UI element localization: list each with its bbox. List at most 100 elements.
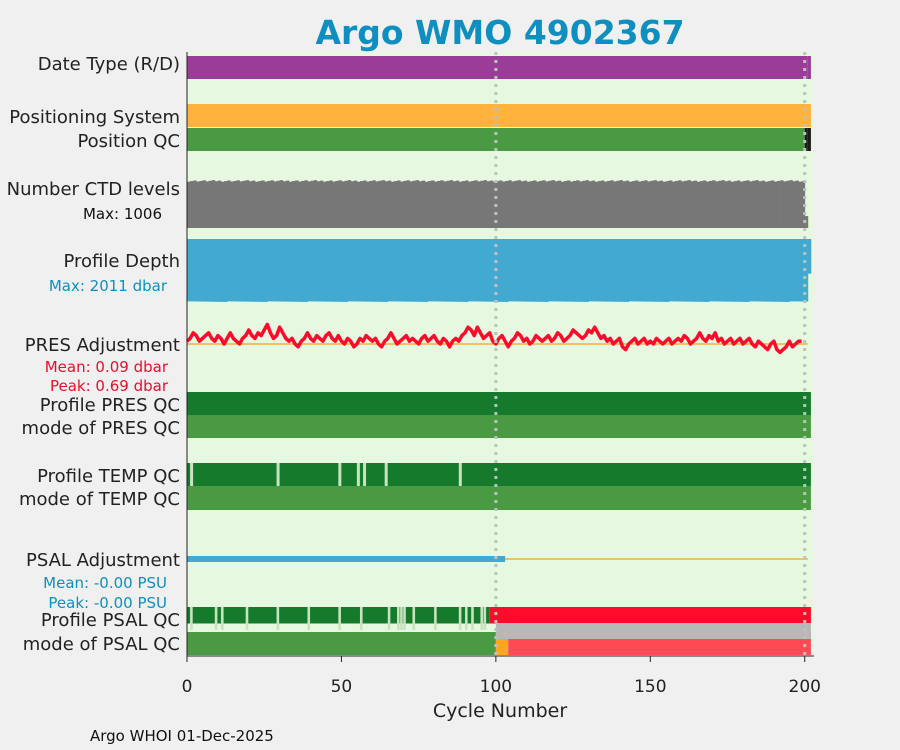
ctd-level-bar-130 (588, 181, 593, 228)
position-qc-segment-0 (187, 128, 805, 151)
ctd-level-bar-70 (403, 180, 407, 228)
ctd-level-bar-197 (795, 180, 799, 228)
profile-depth-bar-77 (424, 239, 429, 302)
ctd-level-bar-94 (477, 181, 481, 228)
ctd-level-bar-166 (699, 181, 704, 228)
ctd-level-bar-178 (736, 180, 741, 228)
ctd-level-bar-83 (443, 181, 447, 228)
ctd-level-bar-157 (671, 181, 676, 228)
temp-qc-gap-6 (458, 463, 462, 486)
ctd-level-bar-24 (261, 180, 265, 228)
ctd-level-bar-148 (644, 180, 648, 228)
ctd-level-bar-146 (637, 181, 642, 228)
ctd-level-bar-173 (721, 180, 725, 228)
ctd-level-bar-41 (313, 180, 318, 228)
profile-depth-bar-34 (292, 239, 296, 302)
ctd-level-bar-44 (322, 181, 327, 228)
profile-depth-bar-122 (563, 239, 568, 302)
ctd-level-bar-69 (400, 181, 404, 228)
profile-depth-bar-166 (699, 239, 704, 302)
ctd-level-bar-96 (483, 180, 488, 228)
ctd-level-bar-150 (650, 180, 654, 228)
positioning-system-segment-0 (187, 104, 811, 127)
label-date-type: Date Type (R/D) (38, 54, 180, 75)
profile-depth-bar-11 (220, 239, 225, 302)
ctd-level-bar-182 (749, 181, 753, 228)
profile-depth-bar-112 (532, 239, 537, 302)
ctd-level-bar-137 (610, 180, 614, 228)
profile-depth-bar-1 (190, 239, 194, 302)
profile-depth-bar-119 (554, 239, 559, 302)
ctd-level-bar-155 (665, 181, 670, 228)
psal-qc-gap-4 (276, 607, 280, 630)
profile-depth-bar-86 (452, 239, 457, 302)
ctd-level-bar-39 (307, 181, 311, 228)
profile-depth-bar-62 (378, 239, 382, 302)
ctd-level-bar-116 (545, 181, 549, 228)
ctd-level-bar-128 (582, 180, 586, 228)
profile-depth-bar-25 (264, 239, 268, 302)
profile-depth-bar-197 (795, 239, 799, 302)
ctd-level-bar-31 (282, 181, 287, 228)
label-position-qc: Position QC (77, 131, 180, 152)
ctd-level-bar-64 (384, 181, 389, 228)
profile-depth-bar-179 (739, 239, 744, 302)
ctd-level-bar-140 (619, 180, 623, 228)
ctd-level-bar-186 (761, 180, 765, 228)
ctd-level-bar-2 (193, 180, 197, 228)
profile-depth-bar-109 (523, 239, 528, 302)
psal-qc-gap-10 (400, 607, 403, 630)
ctd-level-bar-147 (641, 180, 645, 228)
ctd-level-bar-134 (600, 180, 605, 228)
psal-qc-gap-7 (359, 607, 363, 630)
ctd-level-bar-122 (563, 181, 568, 228)
ctd-level-bar-9 (214, 181, 219, 228)
profile-depth-bar-147 (641, 239, 645, 302)
ctd-level-bar-34 (292, 181, 296, 228)
ctd-level-bar-71 (406, 180, 410, 228)
label-psal-adjustment: PSAL Adjustment (26, 550, 180, 571)
profile-depth-bar-191 (776, 239, 781, 302)
profile-depth-bar-28 (273, 239, 277, 302)
psal-adjustment-bar-0 (187, 556, 506, 562)
profile-depth-bar-192 (780, 239, 784, 302)
ctd-level-bar-185 (758, 181, 762, 228)
profile-depth-bar-50 (341, 239, 345, 302)
ctd-level-bar-124 (569, 181, 574, 228)
profile-depth-bar-196 (792, 239, 796, 302)
profile-depth-bar-127 (579, 239, 583, 302)
ctd-level-bar-68 (397, 180, 401, 228)
profile-depth-bar-63 (381, 239, 386, 302)
profile-depth-bar-131 (591, 239, 596, 302)
ctd-level-bar-189 (770, 180, 775, 228)
ctd-level-bar-18 (242, 180, 247, 228)
psal-qc-gap-16 (471, 607, 474, 630)
profile-depth-bar-78 (427, 239, 432, 302)
profile-depth-bar-168 (705, 239, 710, 302)
profile-depth-bar-162 (687, 239, 691, 302)
profile-depth-bar-130 (588, 239, 593, 302)
profile-depth-bar-200 (804, 239, 809, 302)
ctd-level-bar-111 (529, 181, 534, 228)
profile-depth-bar-54 (353, 239, 358, 302)
profile-depth-bar-175 (727, 239, 732, 302)
ctd-level-bar-92 (471, 180, 475, 228)
ctd-level-bar-131 (591, 180, 596, 228)
ctd-level-bar-132 (594, 181, 599, 228)
profile-depth-bar-100 (495, 239, 500, 302)
profile-depth-bar-184 (755, 239, 759, 302)
ctd-level-bar-113 (536, 181, 540, 228)
ctd-level-bar-58 (366, 181, 370, 228)
profile-depth-bar-186 (761, 239, 765, 302)
ctd-level-bar-152 (656, 181, 660, 228)
ctd-level-bar-143 (628, 181, 633, 228)
profile-depth-bar-74 (415, 239, 420, 302)
profile-depth-bar-23 (258, 239, 262, 302)
profile-depth-bar-48 (335, 239, 339, 302)
ctd-level-bar-78 (427, 181, 432, 228)
psal-qc-gap-14 (458, 607, 462, 630)
ctd-level-bar-28 (273, 181, 277, 228)
ctd-level-bar-149 (647, 181, 651, 228)
profile-depth-bar-24 (261, 239, 265, 302)
profile-depth-bar-95 (480, 239, 484, 302)
